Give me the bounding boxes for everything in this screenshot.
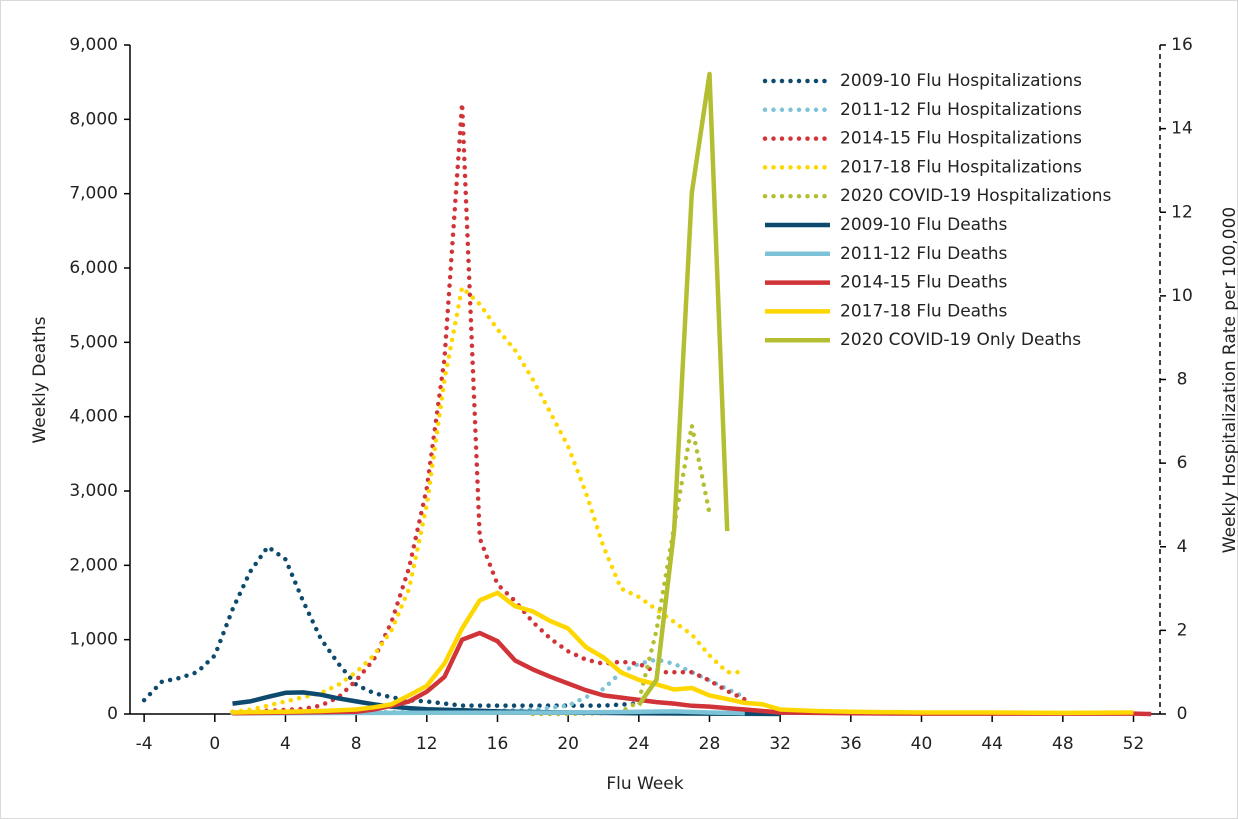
x-tick-label: 16 [487,734,509,754]
x-tick-label: 24 [628,734,650,754]
y-tick-label: 4,000 [69,407,118,427]
x-tick-label: 40 [911,734,933,754]
x-tick-label: 36 [840,734,862,754]
series-line [230,283,748,715]
legend-label: 2017-18 Flu Deaths [840,301,1008,321]
x-tick-label: -4 [136,734,153,754]
y-tick-label: 1,000 [69,630,118,650]
x-tick-label: 12 [416,734,438,754]
x-tick-label: 8 [351,734,362,754]
x-tick-label: 48 [1052,734,1074,754]
legend-label: 2020 COVID-19 Hospitalizations [840,186,1112,206]
x-tick-label: 28 [699,734,721,754]
y2-axis-title: Weekly Hospitalization Rate per 100,000 [1220,207,1238,553]
y-axis-title: Weekly Deaths [30,316,50,443]
legend-label: 2011-12 Flu Deaths [840,244,1008,264]
y2-tick-label: 16 [1171,35,1193,55]
x-tick-label: 32 [769,734,791,754]
y2-tick-label: 8 [1177,370,1188,390]
x-tick-label: 52 [1123,734,1145,754]
y2-tick-label: 14 [1171,119,1193,139]
series-line [232,590,1134,716]
x-tick-label: 4 [280,734,291,754]
series-line [636,71,730,707]
y2-tick-label: 0 [1177,704,1188,724]
legend-label: 2014-15 Flu Deaths [840,273,1008,293]
y-tick-label: 9,000 [69,35,118,55]
x-tick-label: 20 [557,734,579,754]
series-line [230,103,748,715]
y2-tick-label: 12 [1171,202,1193,222]
y2-tick-label: 6 [1177,453,1188,473]
y-tick-label: 6,000 [69,258,118,278]
y2-tick-label: 4 [1177,537,1188,557]
x-axis-title: Flu Week [606,774,683,794]
series-line [141,543,642,708]
legend-label: 2020 COVID-19 Only Deaths [840,330,1081,350]
y-tick-label: 2,000 [69,555,118,575]
x-tick-label: 44 [981,734,1003,754]
legend-label: 2017-18 Flu Hospitalizations [840,157,1082,177]
y2-tick-label: 2 [1177,620,1188,640]
legend-label: 2009-10 Flu Deaths [840,215,1008,235]
y-tick-label: 7,000 [69,184,118,204]
y-tick-label: 8,000 [69,109,118,129]
y-tick-label: 5,000 [69,332,118,352]
series-line [232,630,1152,717]
series-line [232,709,745,716]
y-tick-label: 3,000 [69,481,118,501]
x-tick-label: 0 [209,734,220,754]
legend-label: 2011-12 Flu Hospitalizations [840,100,1082,120]
legend-label: 2009-10 Flu Hospitalizations [840,71,1082,91]
y-tick-label: 0 [107,704,118,724]
legend-label: 2014-15 Flu Hospitalizations [840,129,1082,149]
y2-tick-label: 10 [1171,286,1193,306]
